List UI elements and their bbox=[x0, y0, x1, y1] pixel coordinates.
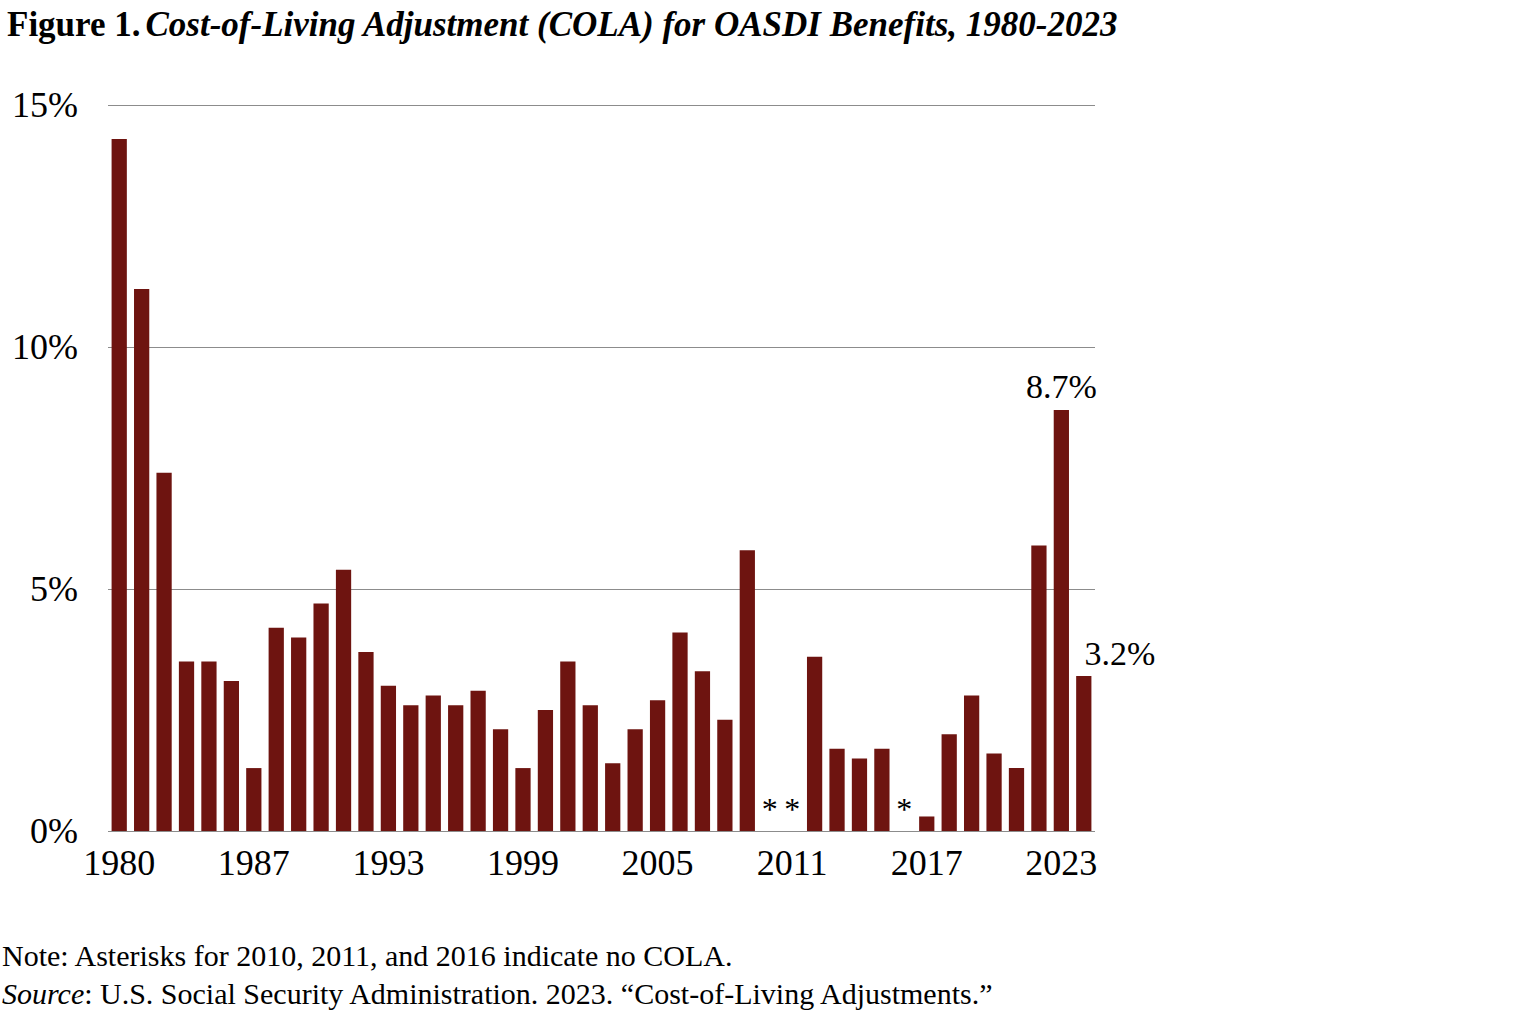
svg-text:5%: 5% bbox=[30, 569, 78, 609]
svg-text:2011: 2011 bbox=[757, 843, 828, 883]
svg-text:Source: Source bbox=[2, 977, 84, 1010]
svg-text:: U.S. Social Security Adminis: : U.S. Social Security Administration. 2… bbox=[84, 977, 992, 1010]
svg-text:*: * bbox=[762, 791, 778, 827]
svg-text:*: * bbox=[784, 791, 800, 827]
svg-text:3.2%: 3.2% bbox=[1084, 635, 1155, 672]
svg-text:1999: 1999 bbox=[487, 843, 559, 883]
svg-text:Note: Asterisks for 2010, 2011: Note: Asterisks for 2010, 2011, and 2016… bbox=[2, 939, 732, 972]
svg-text:*: * bbox=[896, 791, 912, 827]
svg-text:10%: 10% bbox=[12, 327, 78, 367]
svg-text:2023: 2023 bbox=[1025, 843, 1097, 883]
svg-text:8.7%: 8.7% bbox=[1026, 368, 1097, 405]
svg-text:15%: 15% bbox=[12, 85, 78, 125]
svg-text:Cost-of-Living Adjustment (COL: Cost-of-Living Adjustment (COLA) for OAS… bbox=[146, 5, 1118, 44]
svg-text:2005: 2005 bbox=[622, 843, 694, 883]
svg-text:1993: 1993 bbox=[352, 843, 424, 883]
svg-text:2017: 2017 bbox=[891, 843, 963, 883]
svg-text:1980: 1980 bbox=[83, 843, 155, 883]
svg-text:0%: 0% bbox=[30, 811, 78, 851]
svg-text:1987: 1987 bbox=[218, 843, 290, 883]
svg-text:Figure 1.: Figure 1. bbox=[7, 5, 141, 44]
